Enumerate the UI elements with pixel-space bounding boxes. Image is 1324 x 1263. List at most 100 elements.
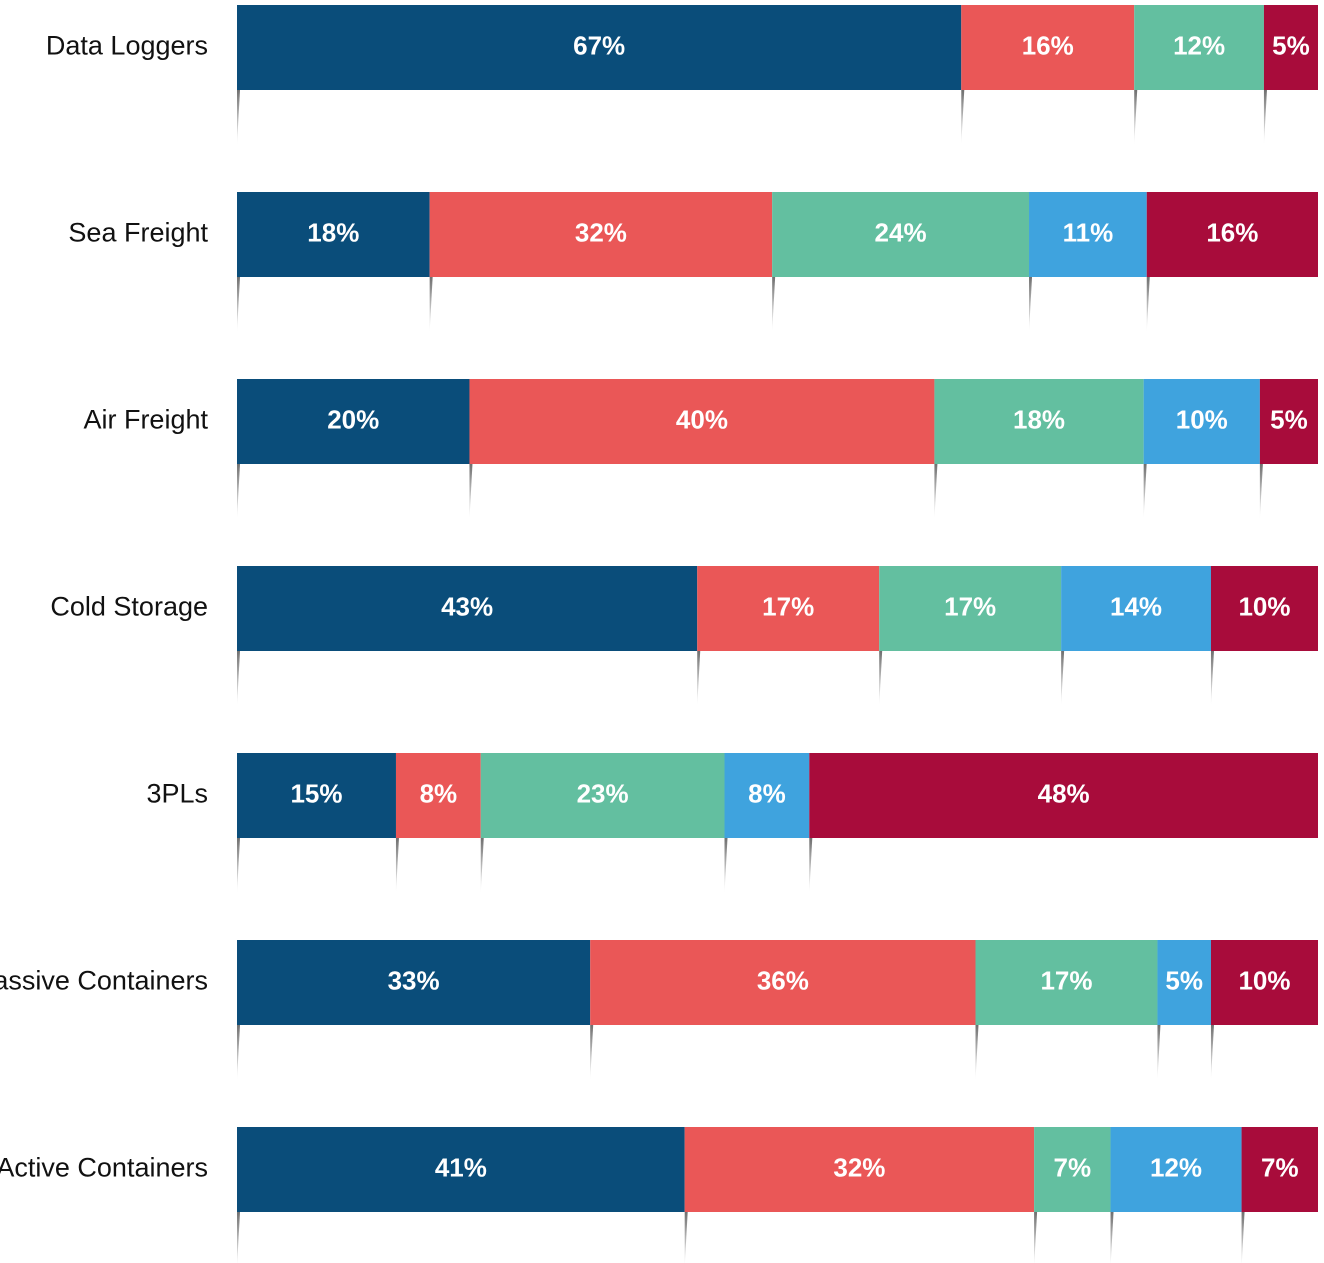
bar-segment: [590, 940, 976, 1025]
value-label: 23%: [577, 778, 629, 808]
bar-segment: [237, 5, 962, 90]
shadow: [1034, 1212, 1038, 1263]
value-label: 17%: [762, 591, 814, 621]
shadow: [684, 1212, 688, 1263]
shadow: [237, 90, 240, 145]
value-label: 7%: [1054, 1152, 1092, 1182]
bar-segment: [237, 379, 470, 464]
bar-segment: [237, 940, 591, 1025]
bar-segment: [1263, 5, 1318, 90]
shadow: [1259, 464, 1263, 519]
shadow: [1210, 651, 1214, 706]
bar-segment: [975, 940, 1158, 1025]
shadow: [1134, 90, 1138, 145]
bar-segment: [1259, 379, 1318, 464]
value-label: 8%: [420, 778, 458, 808]
value-label: 16%: [1206, 217, 1258, 247]
value-label: 67%: [573, 30, 625, 60]
value-label: 48%: [1038, 778, 1090, 808]
value-label: 12%: [1173, 30, 1225, 60]
shadow: [1241, 1212, 1245, 1263]
value-label: 33%: [388, 965, 440, 995]
shadow: [237, 1025, 240, 1080]
value-label: 32%: [575, 217, 627, 247]
shadow: [1146, 277, 1150, 332]
bar-segment: [1143, 379, 1260, 464]
category-label: Data Loggers: [46, 31, 208, 61]
bar-segment: [480, 753, 725, 838]
bar-segment: [724, 753, 810, 838]
shadow: [697, 651, 701, 706]
value-label: 10%: [1176, 404, 1228, 434]
value-label: 11%: [1063, 217, 1114, 247]
bar-segment: [237, 566, 698, 651]
shadow: [237, 464, 240, 519]
bar-segment: [809, 753, 1318, 838]
category-label: Sea Freight: [68, 218, 208, 248]
bar-segment: [1134, 5, 1264, 90]
value-label: 5%: [1270, 404, 1308, 434]
value-label: 32%: [833, 1152, 885, 1182]
bar-segment: [961, 5, 1135, 90]
bar-segment: [684, 1127, 1035, 1212]
shadow: [724, 838, 728, 893]
value-label: 18%: [307, 217, 359, 247]
shadow: [1029, 277, 1033, 332]
value-label: 18%: [1013, 404, 1065, 434]
shadow: [934, 464, 938, 519]
shadow: [975, 1025, 979, 1080]
shadow: [1143, 464, 1147, 519]
value-label: 14%: [1110, 591, 1162, 621]
value-label: 7%: [1261, 1152, 1299, 1182]
shadow: [429, 277, 433, 332]
bar-segment: [1241, 1127, 1318, 1212]
shadow: [1210, 1025, 1214, 1080]
shadow: [469, 464, 473, 519]
bar-segment: [1146, 192, 1318, 277]
value-label: 5%: [1165, 965, 1203, 995]
shadow: [395, 838, 399, 893]
bar-segment: [237, 192, 430, 277]
bar-segment: [1210, 566, 1318, 651]
category-label: 3PLs: [146, 779, 208, 809]
value-label: 5%: [1272, 30, 1310, 60]
value-label: 8%: [748, 778, 786, 808]
value-label: 16%: [1022, 30, 1074, 60]
bar-segment: [772, 192, 1030, 277]
bar-segment: [1210, 940, 1318, 1025]
bar-segment: [469, 379, 935, 464]
value-label: 20%: [327, 404, 379, 434]
value-label: 17%: [944, 591, 996, 621]
shadow: [1061, 651, 1065, 706]
shadow: [590, 1025, 594, 1080]
value-label: 24%: [875, 217, 927, 247]
shadow: [961, 90, 965, 145]
bar-segment: [934, 379, 1144, 464]
value-label: 10%: [1238, 965, 1290, 995]
shadow: [772, 277, 776, 332]
shadow: [237, 651, 240, 706]
value-label: 40%: [676, 404, 728, 434]
category-label: Air Freight: [83, 405, 208, 435]
bar-segment: [237, 753, 396, 838]
shadow: [237, 277, 240, 332]
value-label: 10%: [1238, 591, 1290, 621]
bar-segment: [395, 753, 481, 838]
shadow: [1263, 90, 1267, 145]
category-label: Cold Storage: [50, 592, 208, 622]
shadow: [809, 838, 813, 893]
category-label: Passive Containers: [0, 966, 208, 996]
shadow: [480, 838, 484, 893]
value-label: 43%: [441, 591, 493, 621]
shadow: [237, 1212, 240, 1263]
bar-segment: [879, 566, 1062, 651]
shadow: [1157, 1025, 1161, 1080]
value-label: 15%: [290, 778, 342, 808]
value-label: 36%: [757, 965, 809, 995]
shadow: [237, 838, 240, 893]
bar-segment: [1061, 566, 1211, 651]
bar-segment: [1029, 192, 1147, 277]
bar-segment: [237, 1127, 685, 1212]
